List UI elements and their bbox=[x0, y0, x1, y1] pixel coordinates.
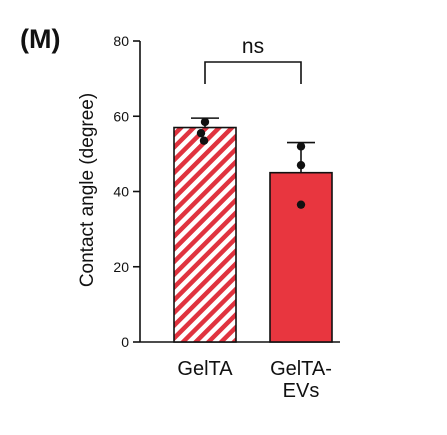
significance-bracket: ns bbox=[204, 35, 302, 84]
y-tick-label-60: 60 bbox=[113, 108, 129, 124]
y-axis-label: Contact angle (degree) bbox=[77, 93, 98, 287]
y-tick-label-80: 80 bbox=[113, 33, 129, 49]
bar-gelta bbox=[173, 126, 237, 343]
panel-label: (M) bbox=[20, 24, 60, 54]
significance-bracket-line bbox=[204, 61, 302, 84]
point-gelta-evs-2 bbox=[296, 160, 306, 170]
x-label-gelta-line-1: GelTA bbox=[177, 358, 233, 380]
x-axis-labels: GelTA GelTA-EVs bbox=[177, 358, 332, 402]
significance-label: ns bbox=[242, 35, 264, 58]
point-gelta-1 bbox=[200, 117, 210, 127]
point-gelta-evs-3 bbox=[296, 200, 306, 209]
point-gelta-2 bbox=[196, 128, 206, 138]
point-gelta-evs-1 bbox=[296, 142, 306, 151]
x-label-gelta-evs-line-2: EVs bbox=[283, 380, 320, 402]
y-tick-label-0: 0 bbox=[121, 334, 129, 350]
bar-gelta-evs bbox=[269, 171, 333, 343]
data-points bbox=[196, 117, 306, 209]
bars bbox=[173, 117, 333, 343]
point-gelta-3 bbox=[199, 136, 209, 145]
x-label-gelta-evs-line-1: GelTA- bbox=[270, 358, 332, 380]
y-tick-label-20: 20 bbox=[113, 259, 129, 275]
y-tick-label-40: 40 bbox=[113, 184, 129, 200]
